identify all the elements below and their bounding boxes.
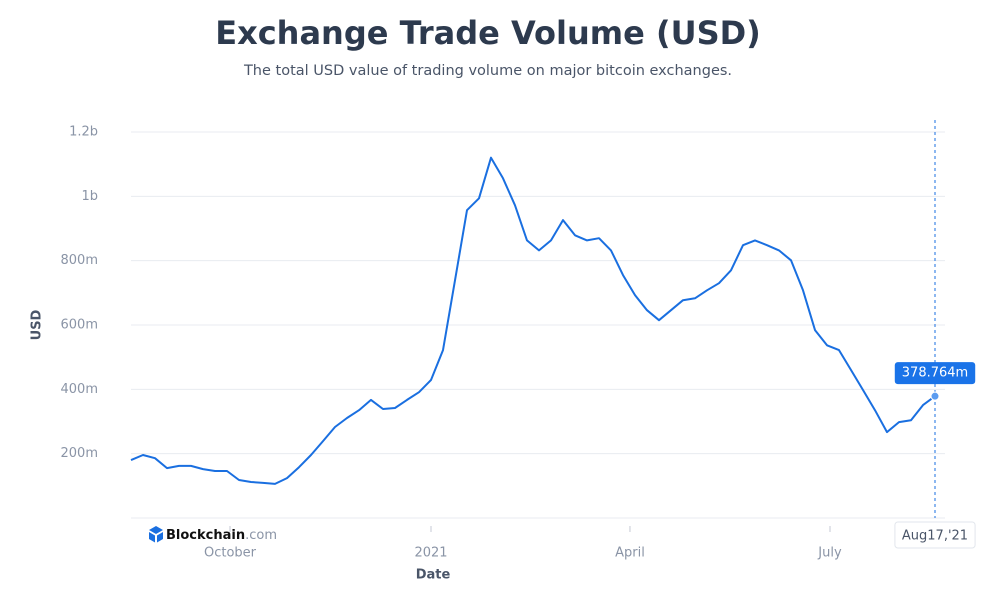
data-line — [130, 156, 936, 485]
chart-subtitle: The total USD value of trading volume on… — [243, 63, 732, 79]
tooltip: 378.764m — [894, 362, 976, 385]
y-tick-label: 600m — [61, 318, 98, 333]
logo-icon — [149, 526, 163, 543]
logo-text: Blockchain.com — [166, 528, 277, 543]
x-axis-label: Date — [416, 568, 451, 583]
y-tick-label: 400m — [61, 382, 98, 397]
x-tick-label: April — [615, 546, 645, 561]
logo-name: Blockchain — [166, 528, 245, 543]
hover-point — [930, 391, 940, 401]
value-label: 378.764m — [902, 366, 968, 381]
cursor-date: Aug17,'21 — [894, 521, 976, 549]
y-tick-label: 200m — [61, 446, 98, 461]
y-axis-label: USD — [30, 309, 45, 340]
x-tick-label: July — [817, 546, 842, 561]
y-tick-label: 1.2b — [69, 125, 98, 140]
x-tick-label: October — [204, 546, 257, 561]
logo-suffix: .com — [245, 528, 277, 543]
logo: Blockchain.com — [149, 526, 277, 543]
y-tick-label: 1b — [81, 189, 98, 204]
chart-title: Exchange Trade Volume (USD) — [215, 14, 761, 52]
x-tick-label: 2021 — [414, 546, 447, 561]
x-tick-label: Aug17,'21 — [902, 529, 968, 544]
cursor-date-box — [894, 521, 976, 549]
y-tick-label: 800m — [61, 253, 98, 268]
tooltip-box — [894, 362, 976, 385]
